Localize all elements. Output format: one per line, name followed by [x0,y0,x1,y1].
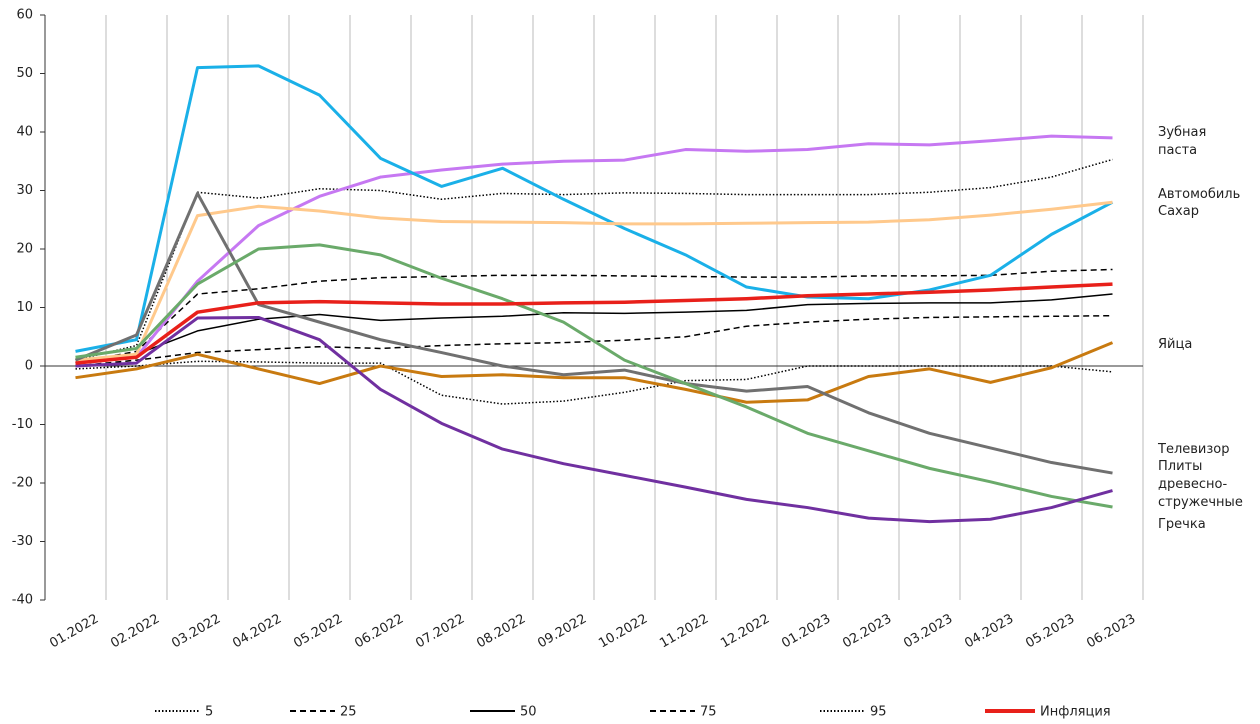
series-line [75,314,1113,367]
x-tick-label: 08.2022 [474,612,528,652]
series-line [75,243,1113,509]
series-line [74,191,1113,475]
y-tick-label: 60 [16,8,33,23]
series-line [75,268,1113,364]
x-tick-label: 05.2023 [1023,612,1077,652]
y-tick-label: -30 [12,534,33,549]
y-tick-label: 10 [16,300,33,315]
legend-label: Инфляция [1040,705,1111,720]
series-end-label: Телевизор [1158,442,1230,457]
series-end-label: Сахар [1158,204,1199,219]
x-tick-label: 03.2023 [901,612,955,652]
x-tick-label: 06.2023 [1084,612,1138,652]
x-tick-label: 01.2023 [779,612,833,652]
y-tick-label: 50 [16,66,33,81]
x-tick-label: 04.2022 [230,612,284,652]
y-tick-label: 0 [25,359,33,374]
y-tick-label: -20 [12,476,33,491]
x-tick-label: 02.2023 [840,612,894,652]
y-tick-label: 20 [16,242,33,257]
x-tick-label: 02.2022 [108,612,162,652]
x-tick-label: 04.2023 [962,612,1016,652]
series-end-label: Зубная паста [1158,125,1207,158]
series-line [75,282,1113,365]
x-tick-label: 11.2022 [657,612,711,652]
x-tick-label: 03.2022 [169,612,223,652]
series-line [75,341,1114,404]
series-end-label: Плиты древесно-стружечные [1158,459,1243,510]
series-line [75,293,1113,364]
legend-label: 95 [870,705,887,720]
series-end-label: Автомобиль [1158,187,1241,202]
y-tick-label: -10 [12,417,33,432]
legend-label: 50 [520,705,537,720]
legend-label: 5 [205,705,213,720]
x-tick-label: 05.2022 [291,612,345,652]
x-tick-label: 12.2022 [718,612,772,652]
x-tick-label: 10.2022 [596,612,650,652]
x-tick-label: 06.2022 [352,612,406,652]
y-tick-label: 30 [16,183,33,198]
series-line [75,360,1113,405]
legend-label: 25 [340,705,357,720]
legend-label: 75 [700,705,717,720]
x-tick-label: 07.2022 [413,612,467,652]
series-line [75,134,1113,365]
x-tick-label: 09.2022 [535,612,589,652]
series-line [75,200,1113,362]
series-end-label: Яйца [1158,337,1193,352]
y-tick-label: 40 [16,125,33,140]
y-tick-label: -40 [12,593,33,608]
series-line [75,315,1113,524]
x-tick-label: 01.2022 [47,612,101,652]
series-line [75,64,1114,353]
series-end-label: Гречка [1158,517,1206,532]
